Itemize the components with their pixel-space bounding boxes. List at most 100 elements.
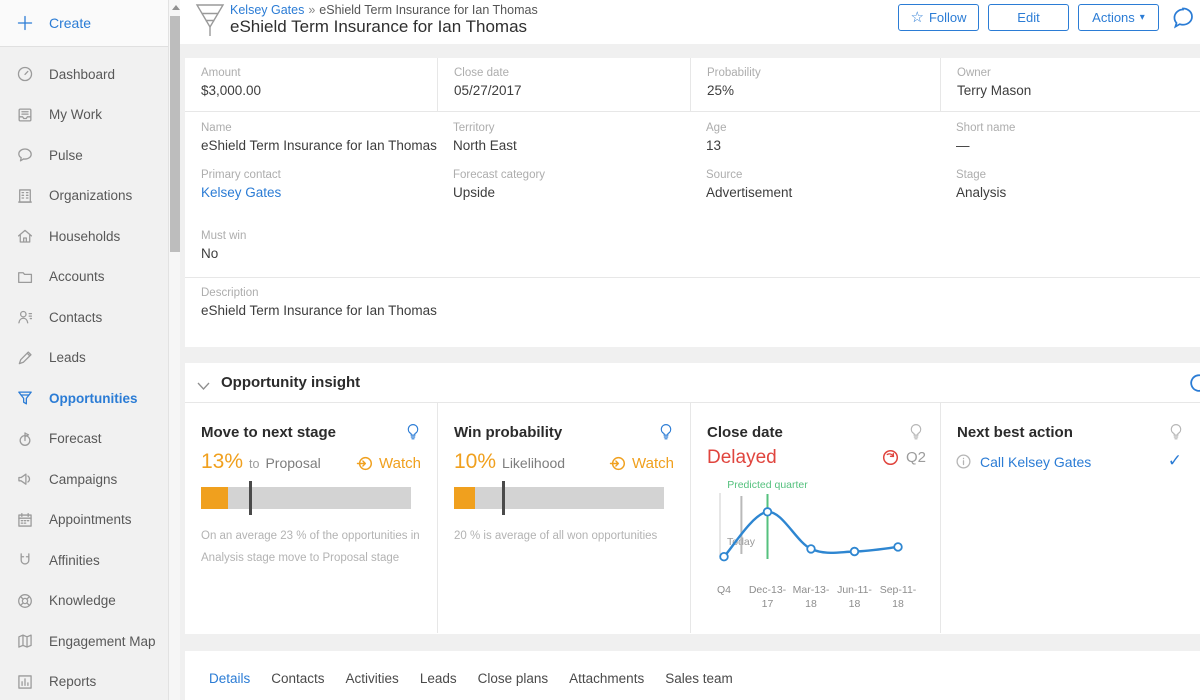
card-title: Next best action bbox=[957, 424, 1073, 441]
field-must-win: Must win No bbox=[185, 230, 437, 261]
sidebar-item-reports[interactable]: Reports bbox=[0, 662, 168, 700]
tab-leads[interactable]: Leads bbox=[420, 671, 457, 686]
sidebar-item-organizations[interactable]: Organizations bbox=[0, 176, 168, 217]
sidebar-item-icon bbox=[16, 673, 34, 691]
sidebar-item-accounts[interactable]: Accounts bbox=[0, 257, 168, 298]
field-primary-contact: Primary contact Kelsey Gates bbox=[185, 169, 437, 200]
sidebar-item-leads[interactable]: Leads bbox=[0, 338, 168, 379]
sidebar-item-icon bbox=[16, 592, 34, 610]
sidebar-item-label: Dashboard bbox=[49, 66, 116, 82]
tab-close-plans[interactable]: Close plans bbox=[478, 671, 549, 686]
sidebar-item-label: Households bbox=[49, 228, 121, 244]
insight-header: Opportunity insight bbox=[185, 363, 1200, 403]
tab-label: Activities bbox=[345, 671, 399, 686]
chat-icon[interactable] bbox=[1170, 5, 1196, 31]
actions-button[interactable]: Actions ▾ bbox=[1078, 4, 1159, 31]
sidebar-item-my-work[interactable]: My Work bbox=[0, 95, 168, 136]
insight-title: Opportunity insight bbox=[221, 374, 361, 391]
tab-contacts[interactable]: Contacts bbox=[271, 671, 324, 686]
sidebar-item-icon bbox=[16, 106, 34, 124]
sidebar-scrollbar[interactable] bbox=[168, 0, 180, 700]
card-title: Move to next stage bbox=[201, 424, 337, 441]
sidebar-item-households[interactable]: Households bbox=[0, 216, 168, 257]
sidebar-item-icon bbox=[16, 389, 34, 407]
sidebar-item-dashboard[interactable]: Dashboard bbox=[0, 54, 168, 95]
field-close-date: Close date 05/27/2017 bbox=[437, 58, 690, 111]
scrollbar-up-arrow-icon[interactable] bbox=[171, 5, 180, 10]
breadcrumb: Kelsey Gates» eShield Term Insurance for … bbox=[230, 3, 538, 17]
quarter-label: Q2 bbox=[905, 449, 926, 466]
field-value: Analysis bbox=[956, 185, 1007, 200]
stage-progress-fill bbox=[201, 487, 229, 509]
scrollbar-thumb[interactable] bbox=[170, 16, 180, 252]
win-progress-fill bbox=[454, 487, 475, 509]
opportunity-insight-section: Opportunity insight Move to next stage 1… bbox=[185, 363, 1200, 634]
detail-tabs-section: Details Contacts Activities Leads Close … bbox=[185, 651, 1200, 700]
tab-details[interactable]: Details bbox=[209, 671, 250, 686]
record-header: Kelsey Gates» eShield Term Insurance for … bbox=[180, 0, 1200, 44]
svg-text:Jun-11-18: Jun-11-18 bbox=[837, 584, 872, 610]
sidebar-item-affinities[interactable]: Affinities bbox=[0, 540, 168, 581]
svg-text:Q4: Q4 bbox=[717, 584, 731, 596]
field-value: — bbox=[956, 138, 970, 153]
sidebar-item-opportunities[interactable]: Opportunities bbox=[0, 378, 168, 419]
sidebar-item-pulse[interactable]: Pulse bbox=[0, 135, 168, 176]
sidebar-item-label: Affinities bbox=[49, 552, 100, 568]
sidebar-item-forecast[interactable]: Forecast bbox=[0, 419, 168, 460]
tab-activities[interactable]: Activities bbox=[346, 671, 399, 686]
collapse-chevron-icon[interactable] bbox=[197, 378, 210, 390]
opportunity-funnel-logo-icon bbox=[194, 3, 226, 39]
card-title: Close date bbox=[707, 424, 783, 441]
field-label: Must win bbox=[201, 230, 247, 242]
field-amount: Amount $3,000.00 bbox=[185, 58, 437, 111]
follow-button[interactable]: ☆ Follow bbox=[898, 4, 979, 31]
field-label: Forecast category bbox=[453, 169, 546, 181]
breadcrumb-current: eShield Term Insurance for Ian Thomas bbox=[319, 3, 538, 17]
card-title: Win probability bbox=[454, 424, 563, 441]
next-best-action-link[interactable]: Call Kelsey Gates bbox=[980, 453, 1092, 470]
watch-button[interactable]: Watch bbox=[356, 455, 421, 472]
footnote-line: 20 % is average of all won opportunities bbox=[454, 530, 658, 542]
footnote-line: On an average 23 % of the opportunities … bbox=[201, 530, 420, 542]
sidebar-item-knowledge[interactable]: Knowledge bbox=[0, 581, 168, 622]
create-button[interactable]: Create bbox=[0, 0, 168, 47]
sidebar-nav: Dashboard My Work Pulse Organizations Ho… bbox=[0, 47, 168, 700]
sidebar-item-label: My Work bbox=[49, 107, 102, 123]
field-label: Short name bbox=[956, 122, 1016, 134]
breadcrumb-parent-link[interactable]: Kelsey Gates bbox=[230, 3, 305, 17]
field-owner: Owner Terry Mason bbox=[940, 58, 1200, 111]
tab-label: Attachments bbox=[569, 671, 645, 686]
tab-sales-team[interactable]: Sales team bbox=[665, 671, 733, 686]
svg-text:Sep-11-18: Sep-11-18 bbox=[880, 584, 917, 610]
sidebar-item-contacts[interactable]: Contacts bbox=[0, 297, 168, 338]
field-label: Territory bbox=[453, 122, 495, 134]
sidebar-item-icon bbox=[16, 308, 34, 326]
sidebar-item-engagement-map[interactable]: Engagement Map bbox=[0, 621, 168, 662]
sidebar-item-label: Appointments bbox=[49, 512, 132, 528]
tab-attachments[interactable]: Attachments bbox=[569, 671, 644, 686]
info-icon bbox=[955, 453, 972, 470]
watch-button[interactable]: Watch bbox=[609, 455, 674, 472]
complete-check-icon[interactable]: ✓ bbox=[1167, 451, 1182, 470]
sidebar-item-icon bbox=[16, 227, 34, 245]
main-content: Kelsey Gates» eShield Term Insurance for … bbox=[180, 0, 1200, 700]
edit-button[interactable]: Edit bbox=[988, 4, 1069, 31]
lightbulb-icon bbox=[405, 423, 421, 441]
sidebar-item-icon bbox=[16, 551, 34, 569]
field-label: Source bbox=[706, 169, 743, 181]
create-label: Create bbox=[49, 15, 92, 31]
sidebar-item-campaigns[interactable]: Campaigns bbox=[0, 459, 168, 500]
field-label: Age bbox=[706, 122, 727, 134]
delayed-arrow-icon bbox=[881, 448, 900, 467]
sidebar-item-label: Campaigns bbox=[49, 471, 118, 487]
card-move-to-next-stage: Move to next stage 13% to Proposal Watch bbox=[185, 403, 437, 633]
sidebar-item-icon bbox=[16, 268, 34, 286]
field-value: eShield Term Insurance for Ian Thomas bbox=[201, 138, 437, 153]
field-value: Terry Mason bbox=[957, 83, 1032, 98]
refresh-icon[interactable] bbox=[1188, 372, 1200, 394]
benchmark-marker bbox=[502, 481, 506, 515]
sidebar-item-label: Forecast bbox=[49, 431, 102, 447]
sidebar-item-icon bbox=[16, 187, 34, 205]
sidebar-item-appointments[interactable]: Appointments bbox=[0, 500, 168, 541]
